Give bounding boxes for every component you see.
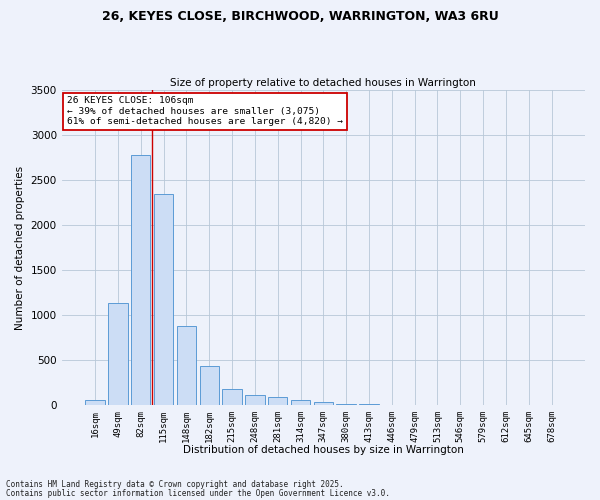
Bar xyxy=(154,194,173,405)
Text: Contains public sector information licensed under the Open Government Licence v3: Contains public sector information licen… xyxy=(6,488,390,498)
Bar xyxy=(200,366,219,405)
Bar xyxy=(245,395,265,405)
Bar xyxy=(291,400,310,405)
Text: Contains HM Land Registry data © Crown copyright and database right 2025.: Contains HM Land Registry data © Crown c… xyxy=(6,480,344,489)
Text: 26, KEYES CLOSE, BIRCHWOOD, WARRINGTON, WA3 6RU: 26, KEYES CLOSE, BIRCHWOOD, WARRINGTON, … xyxy=(101,10,499,23)
Title: Size of property relative to detached houses in Warrington: Size of property relative to detached ho… xyxy=(170,78,476,88)
Bar xyxy=(131,155,151,405)
Bar xyxy=(223,390,242,405)
Bar xyxy=(177,326,196,405)
Bar xyxy=(337,404,356,405)
X-axis label: Distribution of detached houses by size in Warrington: Distribution of detached houses by size … xyxy=(183,445,464,455)
Bar xyxy=(359,404,379,405)
Bar xyxy=(108,304,128,405)
Y-axis label: Number of detached properties: Number of detached properties xyxy=(15,166,25,330)
Bar xyxy=(314,402,333,405)
Text: 26 KEYES CLOSE: 106sqm
← 39% of detached houses are smaller (3,075)
61% of semi-: 26 KEYES CLOSE: 106sqm ← 39% of detached… xyxy=(67,96,343,126)
Bar xyxy=(85,400,105,405)
Bar xyxy=(268,397,287,405)
